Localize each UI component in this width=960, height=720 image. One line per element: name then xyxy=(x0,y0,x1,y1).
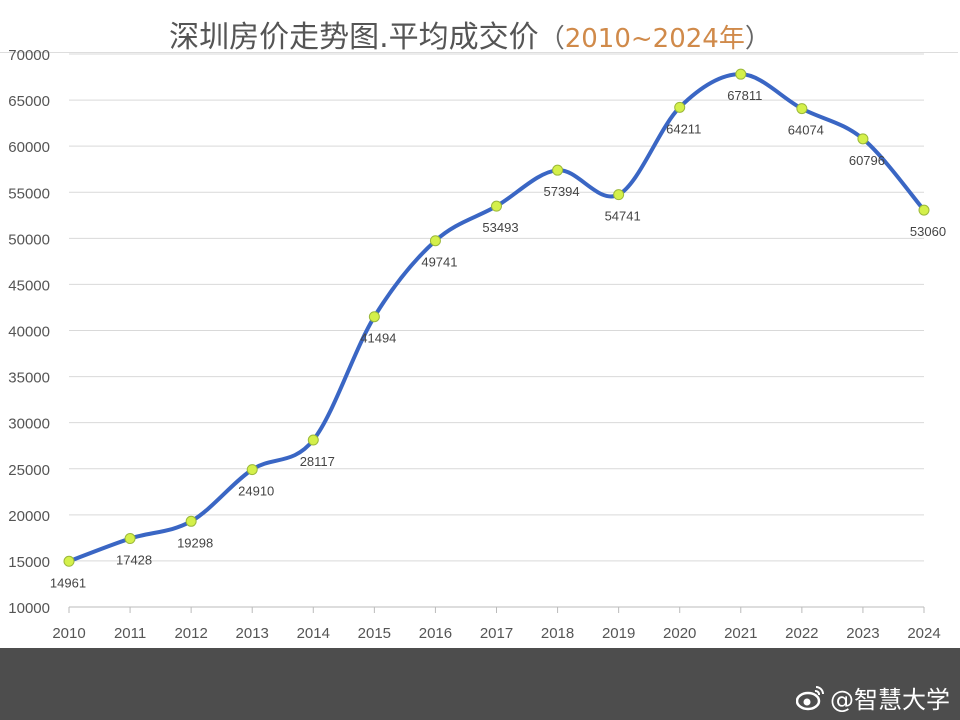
y-tick-label: 70000 xyxy=(8,47,50,64)
chart-title: 深圳房价走势图.平均成交价（2010~2024年） xyxy=(0,12,940,56)
data-point xyxy=(307,434,319,446)
x-tick-label: 2016 xyxy=(419,625,452,642)
title-main: 深圳房价走势图.平均成交价 xyxy=(169,20,539,55)
data-label: 19298 xyxy=(177,535,213,550)
y-tick-label: 15000 xyxy=(8,554,50,571)
data-point xyxy=(796,103,808,115)
data-label: 57394 xyxy=(543,184,579,199)
y-tick-label: 60000 xyxy=(8,139,50,156)
y-tick-label: 10000 xyxy=(8,600,50,617)
data-point xyxy=(857,133,869,145)
data-point xyxy=(552,164,564,176)
data-label: 49741 xyxy=(421,255,457,270)
data-point xyxy=(674,101,686,113)
data-label: 17428 xyxy=(116,553,152,568)
data-point xyxy=(735,68,747,80)
paren-open: （ xyxy=(538,24,565,54)
y-tick-label: 35000 xyxy=(8,370,50,387)
y-tick-label: 55000 xyxy=(8,185,50,202)
x-tick-label: 2017 xyxy=(480,625,513,642)
title-divider xyxy=(0,52,958,53)
data-label: 41494 xyxy=(360,331,396,346)
data-point xyxy=(429,235,441,247)
x-tick-label: 2012 xyxy=(174,625,207,642)
data-label: 53060 xyxy=(910,224,946,239)
data-label: 60796 xyxy=(849,153,885,168)
x-tick-label: 2010 xyxy=(52,625,85,642)
paren-close: ） xyxy=(744,24,771,54)
data-label: 53493 xyxy=(482,220,518,235)
data-point xyxy=(918,204,930,216)
x-tick-label: 2013 xyxy=(236,625,269,642)
x-tick-label: 2022 xyxy=(785,625,818,642)
x-tick-label: 2023 xyxy=(846,625,879,642)
y-tick-label: 25000 xyxy=(8,462,50,479)
watermark-text: @智慧大学 xyxy=(830,686,950,714)
x-tick-label: 2015 xyxy=(358,625,391,642)
y-tick-label: 45000 xyxy=(8,277,50,294)
data-label: 54741 xyxy=(605,209,641,224)
y-tick-label: 50000 xyxy=(8,231,50,248)
line-chart: 10000 15000 20000 25000 30000 35000 40000 45000… xyxy=(8,47,946,642)
data-label: 14961 xyxy=(50,575,86,590)
title-subtitle: 2010~2024年 xyxy=(564,24,745,54)
x-tick-label: 2021 xyxy=(724,625,757,642)
data-label: 64074 xyxy=(788,123,824,138)
series-line xyxy=(67,72,926,564)
x-tick-label: 2019 xyxy=(602,625,635,642)
x-tick-label: 2011 xyxy=(114,625,146,642)
data-label: 64211 xyxy=(666,121,701,136)
data-point xyxy=(246,464,258,476)
data-point xyxy=(124,533,136,545)
data-point xyxy=(491,200,502,212)
data-label: 67811 xyxy=(727,88,762,103)
data-point xyxy=(185,515,197,527)
x-tick-label: 2024 xyxy=(907,625,940,642)
x-tick-label: 2014 xyxy=(297,625,330,642)
data-point xyxy=(368,311,380,323)
watermark: @智慧大学 xyxy=(796,680,950,715)
data-point xyxy=(613,189,625,201)
y-tick-label: 65000 xyxy=(8,93,50,110)
data-point xyxy=(63,555,75,567)
y-tick-label: 20000 xyxy=(8,508,50,525)
x-tick-label: 2018 xyxy=(541,625,574,642)
y-tick-label: 40000 xyxy=(8,324,50,341)
x-tick-label: 2020 xyxy=(663,625,696,642)
data-label: 28117 xyxy=(300,454,335,469)
weibo-icon xyxy=(796,685,824,710)
data-label: 24910 xyxy=(238,484,274,499)
y-tick-label: 30000 xyxy=(8,416,50,433)
bottom-band xyxy=(0,648,960,720)
